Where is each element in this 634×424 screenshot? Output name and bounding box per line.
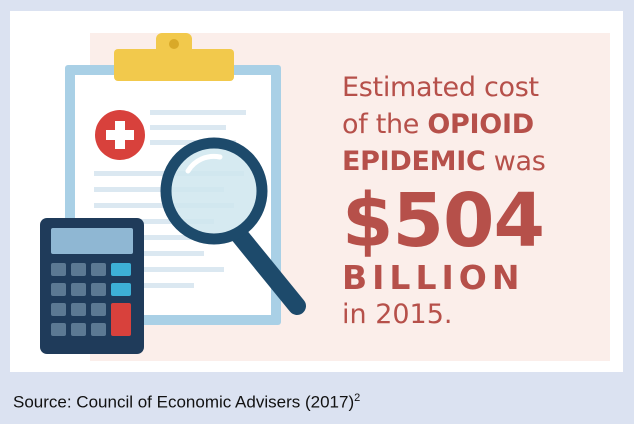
headline-text: was bbox=[485, 146, 546, 177]
cost-year: in 2015. bbox=[342, 299, 453, 330]
cost-unit: BILLION bbox=[342, 258, 525, 297]
headline-line-estimated: Estimated cost bbox=[342, 72, 539, 103]
headline-text: of the bbox=[342, 109, 428, 140]
calculator-icon bbox=[40, 218, 144, 354]
headline-line-epidemic: EPIDEMIC was bbox=[342, 143, 582, 180]
illustration bbox=[40, 33, 306, 354]
headline-line-opioid: of the OPIOID bbox=[342, 106, 582, 143]
headline-emphasis: OPIOID bbox=[427, 109, 534, 140]
cost-amount: $504 bbox=[342, 178, 545, 264]
infographic-card: Estimated cost of the OPIOID EPIDEMIC wa… bbox=[10, 11, 623, 372]
medical-cross-icon bbox=[95, 110, 145, 160]
source-caption: Source: Council of Economic Advisers (20… bbox=[13, 392, 360, 413]
footnote-marker: 2 bbox=[354, 392, 361, 404]
headline-emphasis: EPIDEMIC bbox=[342, 146, 486, 177]
headline: Estimated cost of the OPIOID EPIDEMIC wa… bbox=[342, 69, 582, 334]
source-text: Source: Council of Economic Advisers (20… bbox=[13, 392, 355, 412]
magnifying-glass-icon bbox=[160, 137, 306, 315]
